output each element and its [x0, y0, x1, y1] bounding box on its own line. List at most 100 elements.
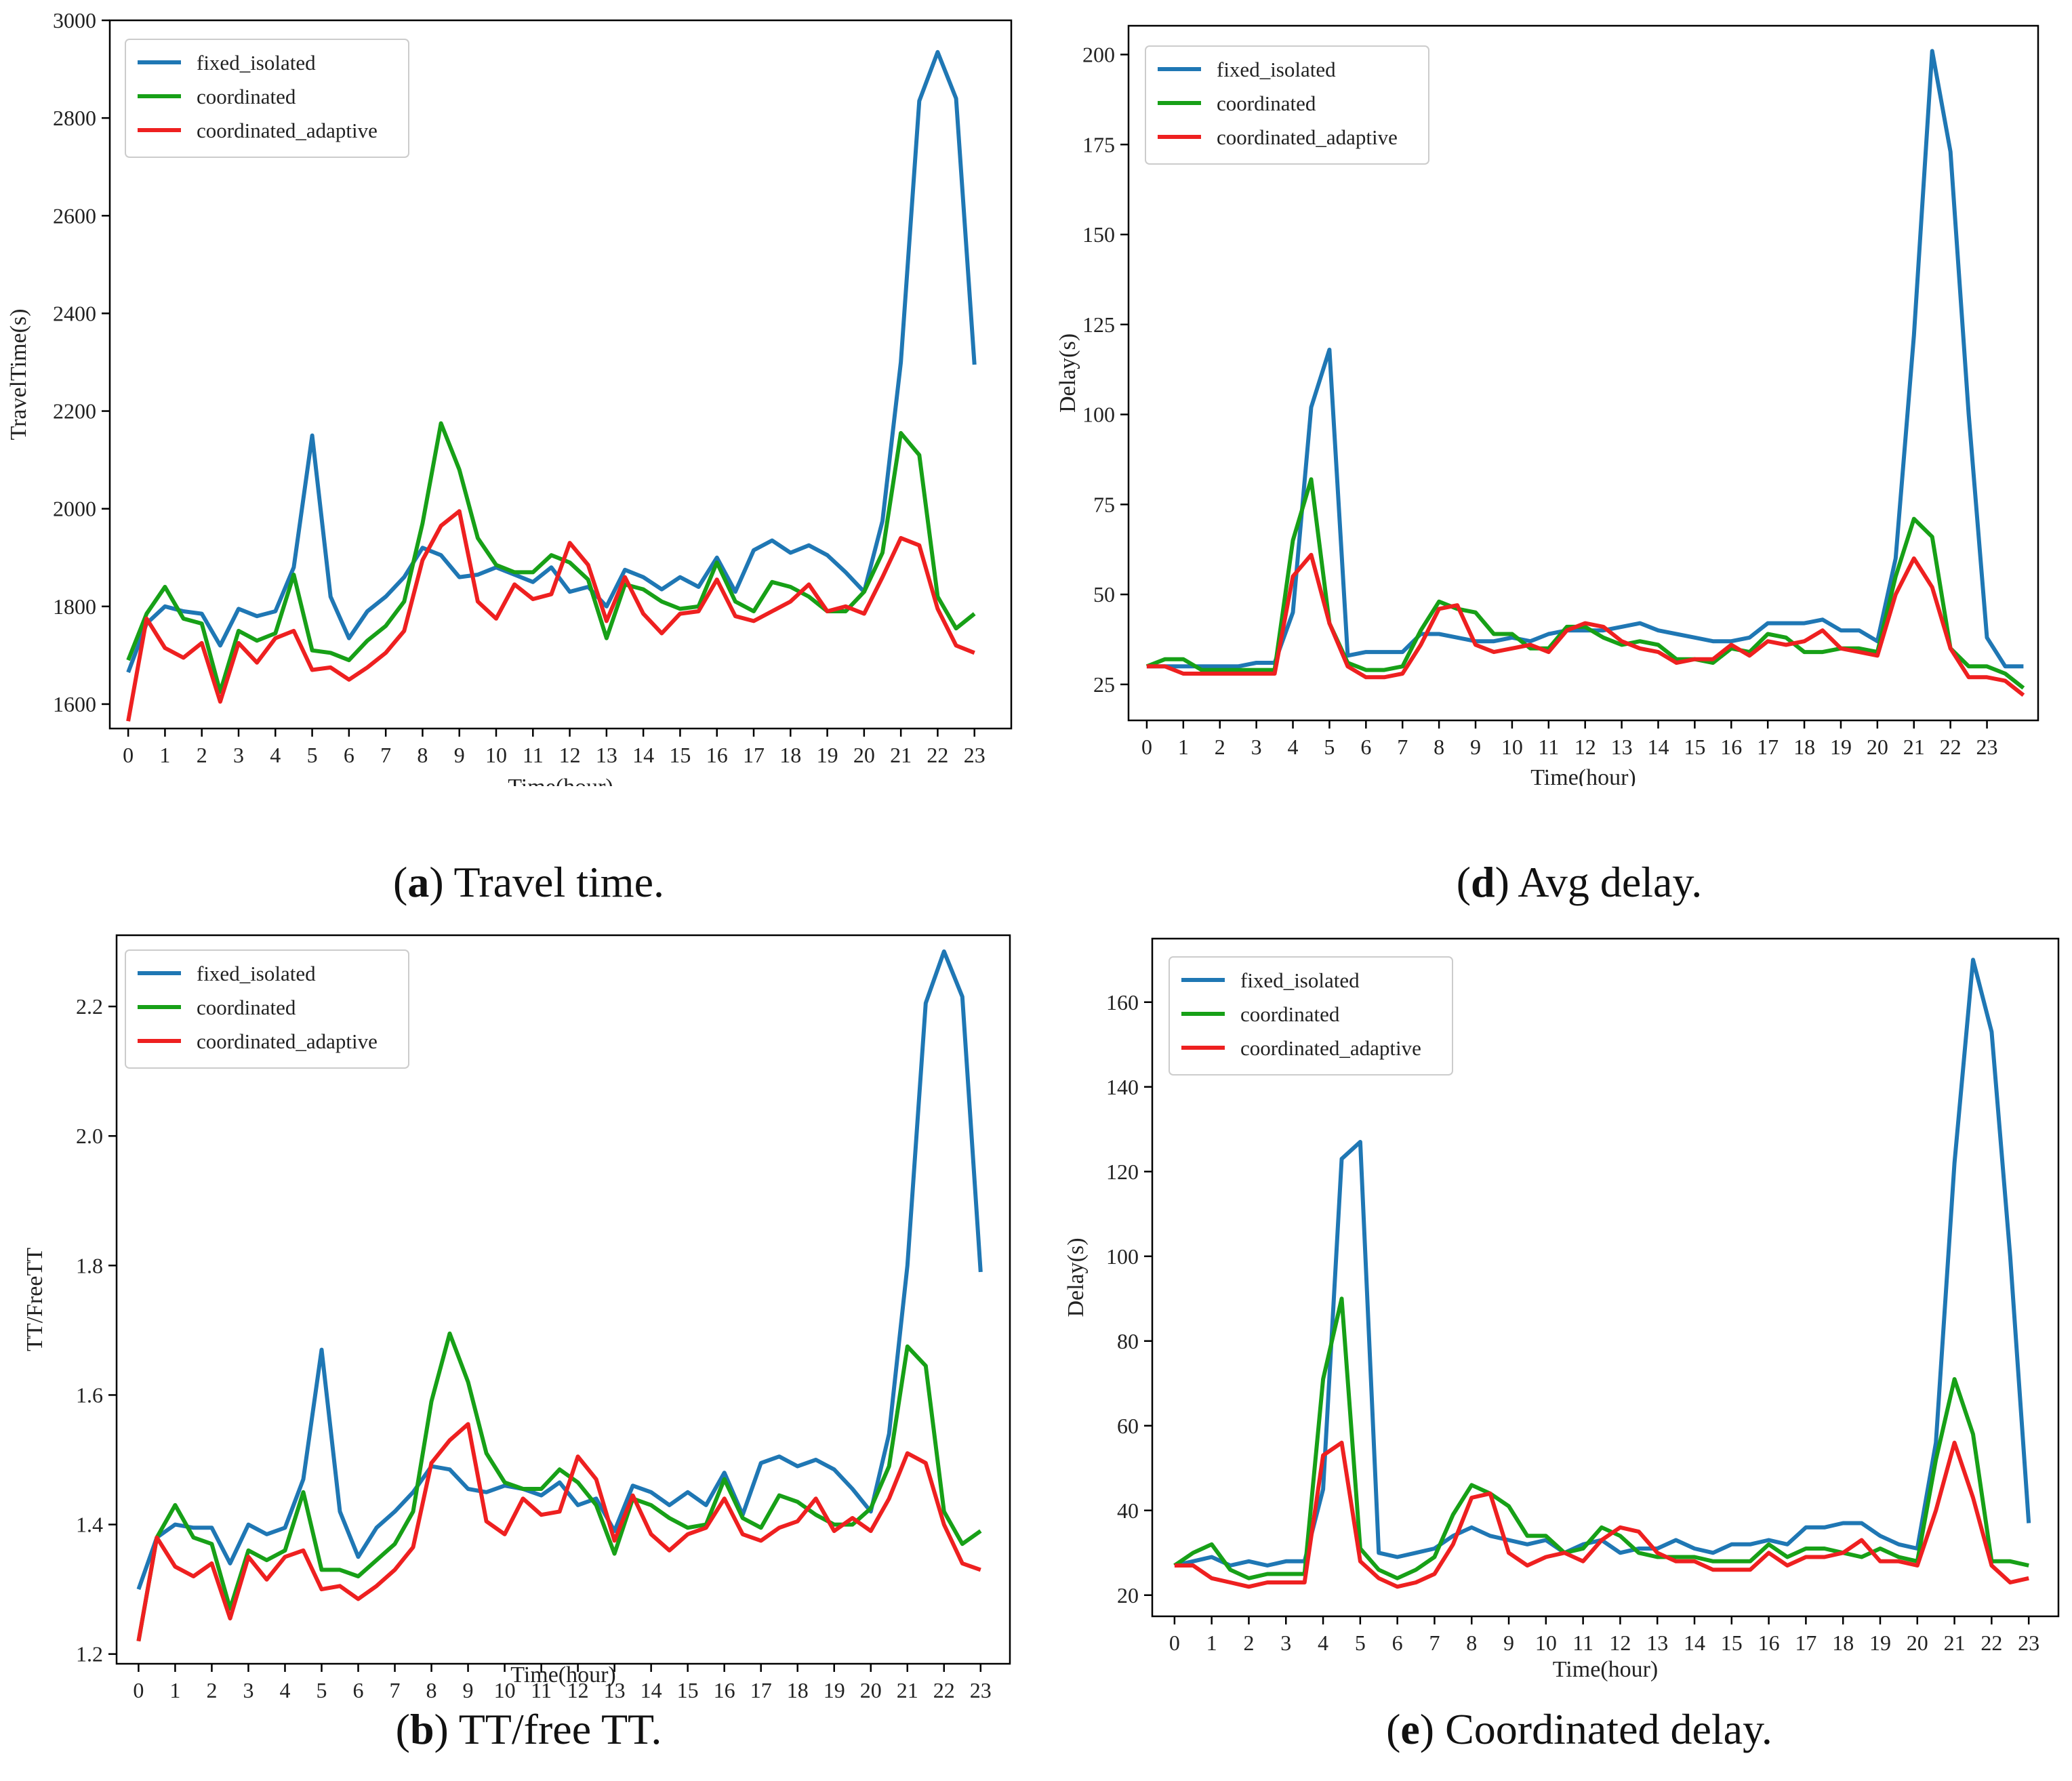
x-tick-label: 11 — [1572, 1631, 1593, 1655]
x-tick-label: 17 — [750, 1678, 772, 1702]
chart-b-svg: 1.21.41.61.82.02.20 1 2 3 4 5 6 7 8 9 10 11 12 13 14 15… — [22, 934, 1011, 1702]
x-tick-label: 16 — [706, 743, 728, 767]
x-tick-label: 7 — [380, 743, 391, 767]
y-tick-label: 1.8 — [76, 1253, 103, 1277]
x-tick-label: 10 — [494, 1678, 516, 1702]
legend-box — [1169, 956, 1453, 1076]
y-axis-label: Delay(s) — [1055, 333, 1080, 413]
y-tick-label: 120 — [1106, 1160, 1139, 1184]
series-line-coordinated — [136, 1331, 982, 1642]
x-tick-label: 22 — [933, 1678, 955, 1702]
x-tick-label: 8 — [1434, 735, 1444, 759]
chart-a: 1600 1800 2000 2200 2400 2600 2800 3000 0 1 2 3 4 5 6 7… — [0, 0, 1030, 786]
caption-a-letter: a — [407, 858, 430, 906]
x-tick-label: 14 — [641, 1678, 662, 1702]
legend-label-fixed_isolated: fixed_isolated — [197, 962, 316, 985]
series-line-coordinated_adaptive — [136, 1422, 981, 1642]
x-tick-label: 13 — [1611, 735, 1633, 759]
caption-e: (e) Coordinated delay. — [1386, 1705, 1772, 1753]
x-tick-label: 16 — [1758, 1631, 1780, 1655]
legend-label-coordinated: coordinated — [197, 85, 296, 108]
x-tick-label: 9 — [463, 1678, 474, 1702]
x-tick-label: 10 — [1501, 735, 1523, 759]
caption-a: (a) Travel time. — [393, 858, 664, 906]
x-tick-label: 18 — [787, 1678, 809, 1702]
y-tick-label: 100 — [1082, 403, 1115, 427]
chart-d: 25 50 75 100 125 150 175 200 0 1 2 3 4 5 6 7 8 9 10 11 12 13 1… — [1051, 0, 2072, 786]
caption-d: (d) Avg delay. — [1456, 858, 1703, 906]
legend-label-coordinated_adaptive: coordinated_adaptive — [197, 119, 378, 142]
legend-box — [125, 39, 409, 158]
x-tick-label: 6 — [1392, 1631, 1403, 1655]
y-tick-label: 3000 — [53, 8, 96, 33]
x-tick-label: 21 — [890, 743, 912, 767]
caption-d-letter: d — [1471, 858, 1495, 906]
x-tick-label: 16 — [714, 1678, 735, 1702]
x-tick-label: 4 — [279, 1678, 290, 1702]
y-tick-label: 2.0 — [76, 1124, 103, 1148]
x-tick-label: 7 — [390, 1678, 401, 1702]
y-tick-label: 2800 — [53, 106, 96, 130]
x-tick-label: 9 — [1470, 735, 1481, 759]
legend-label-coordinated_adaptive: coordinated_adaptive — [1217, 125, 1398, 149]
plot-frame — [1151, 937, 2060, 1618]
series-line-fixed_isolated — [1146, 49, 2024, 669]
x-tick-label: 3 — [243, 1678, 253, 1702]
x-tick-label: 12 — [567, 1678, 589, 1702]
x-tick-label: 12 — [559, 743, 581, 767]
x-tick-label: 20 — [1907, 1631, 1928, 1655]
x-tick-label: 1 — [159, 743, 170, 767]
x-tick-label: 6 — [1360, 735, 1371, 759]
y-tick-label: 75 — [1093, 492, 1115, 516]
y-tick-label: 1.4 — [76, 1513, 103, 1537]
x-tick-label: 10 — [485, 743, 507, 767]
x-tick-label: 19 — [1869, 1631, 1891, 1655]
caption-b-text: TT/free TT. — [458, 1705, 662, 1753]
x-tick-label: 0 — [1169, 1631, 1180, 1655]
x-tick-label: 9 — [1503, 1631, 1514, 1655]
x-tick-label: 20 — [860, 1678, 882, 1702]
x-tick-label: 11 — [1538, 735, 1559, 759]
x-tick-label: 14 — [1684, 1631, 1705, 1655]
legend-label-coordinated: coordinated — [197, 996, 296, 1019]
x-axis-label: Time(hour) — [510, 1662, 616, 1687]
x-tick-label: 13 — [596, 743, 617, 767]
x-tick-label: 7 — [1429, 1631, 1440, 1655]
caption-e-text: Coordinated delay. — [1445, 1705, 1772, 1753]
y-tick-label: 40 — [1117, 1498, 1139, 1523]
x-axis-label: Time(hour) — [1553, 1657, 1659, 1682]
x-tick-label: 12 — [1575, 735, 1596, 759]
x-tick-label: 19 — [1830, 735, 1852, 759]
x-tick-label: 1 — [1206, 1631, 1217, 1655]
x-tick-label: 8 — [1466, 1631, 1477, 1655]
plot-frame — [115, 934, 1011, 1665]
x-tick-label: 22 — [927, 743, 948, 767]
legend-label-coordinated_adaptive: coordinated_adaptive — [197, 1029, 378, 1053]
x-tick-label: 17 — [1757, 735, 1779, 759]
x-tick-label: 0 — [123, 743, 134, 767]
series-line-coordinated — [1173, 1296, 2029, 1580]
x-tick-label: 15 — [1684, 735, 1705, 759]
x-tick-label: 15 — [669, 743, 691, 767]
y-tick-label: 60 — [1117, 1414, 1139, 1438]
y-tick-label: 2000 — [53, 497, 96, 521]
chart-b: 1.2 1.4 1.6 1.8 2.0 2.2 0 1 2 3 4 5 6 7 8 9 10 11 12 13 14 15… — [0, 908, 1030, 1708]
x-tick-label: 5 — [1355, 1631, 1366, 1655]
x-tick-label: 4 — [1318, 1631, 1328, 1655]
legend-label-coordinated: coordinated — [1240, 1002, 1340, 1026]
legend-box — [125, 949, 409, 1069]
x-tick-label: 10 — [1535, 1631, 1557, 1655]
y-tick-label: 100 — [1106, 1244, 1139, 1269]
x-tick-label: 6 — [344, 743, 354, 767]
x-tick-label: 3 — [1251, 735, 1262, 759]
series-line-fixed_isolated — [136, 949, 983, 1591]
y-tick-label: 80 — [1117, 1329, 1139, 1353]
caption-b-letter: b — [409, 1705, 434, 1753]
y-tick-label: 1.6 — [76, 1383, 103, 1407]
x-tick-label: 8 — [417, 743, 428, 767]
y-axis-label: TT/FreeTT — [22, 1248, 47, 1351]
series-line-coordinated_adaptive — [1174, 1440, 2029, 1589]
caption-b: (b) TT/free TT. — [395, 1705, 662, 1753]
y-tick-label: 1.2 — [76, 1642, 103, 1666]
